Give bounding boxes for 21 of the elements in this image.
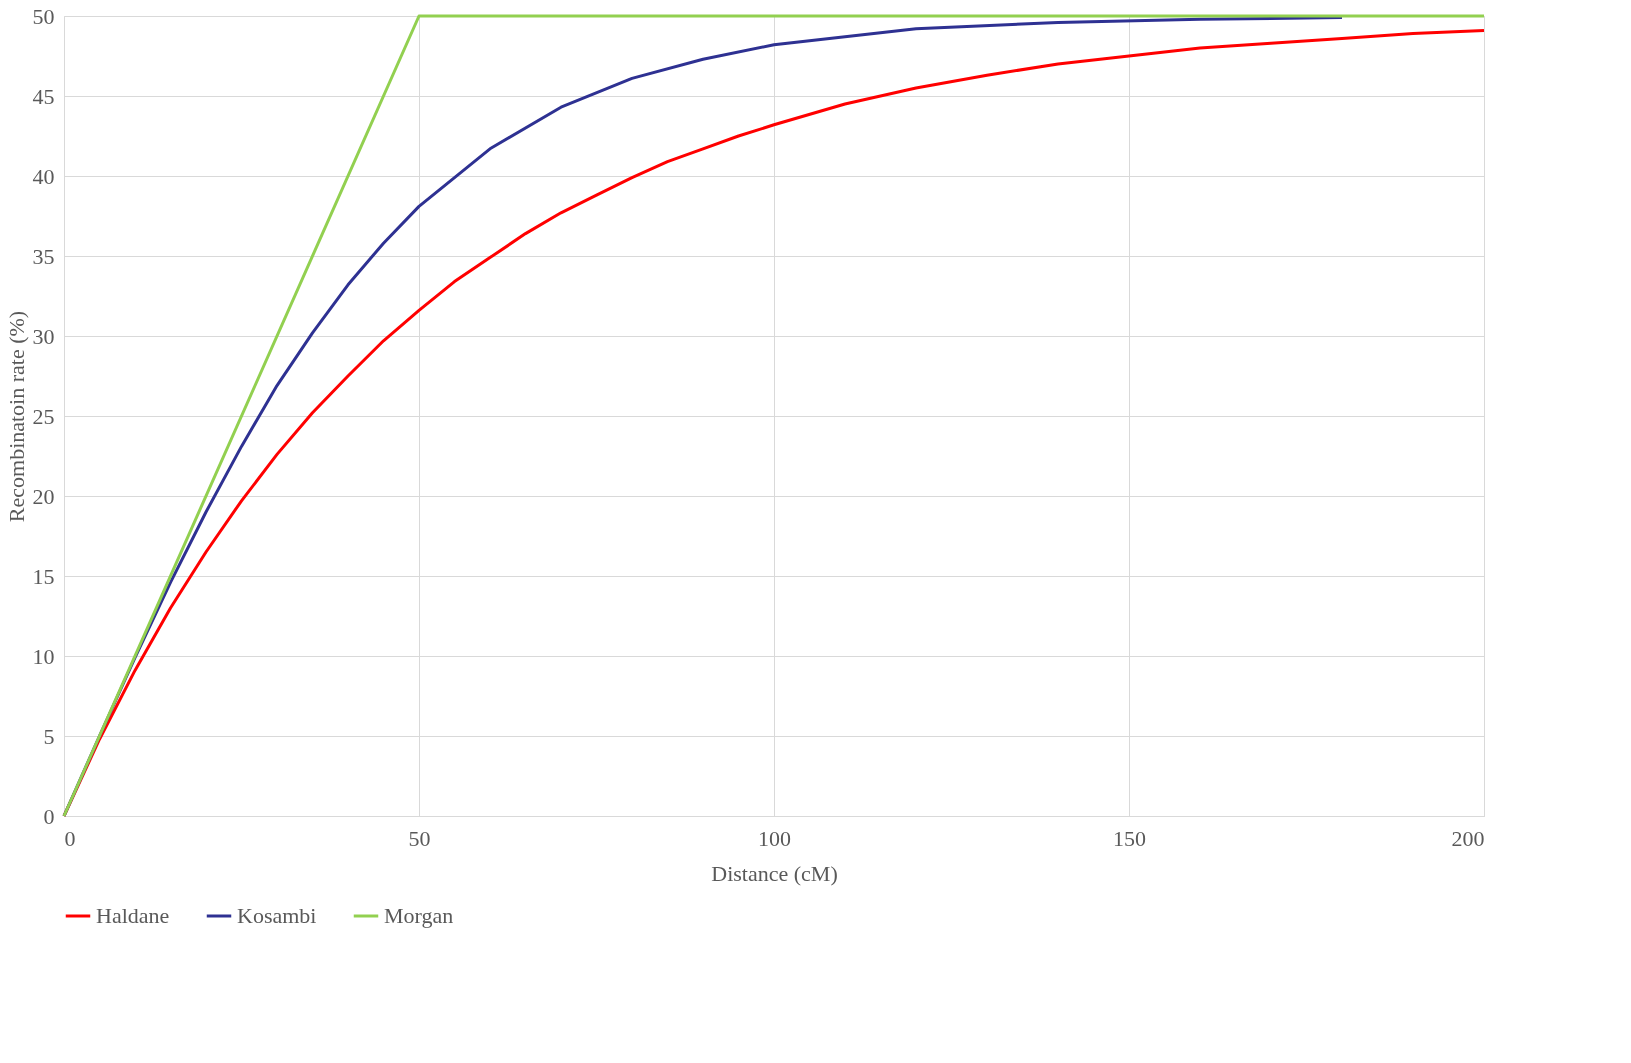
y-tick-label: 50	[32, 3, 55, 29]
y-tick-label: 40	[32, 163, 55, 189]
legend-label: Haldane	[96, 903, 170, 928]
x-tick-label: 50	[408, 825, 431, 851]
y-tick-label: 45	[32, 83, 55, 109]
legend-label: Kosambi	[237, 903, 317, 928]
y-tick-label: 25	[32, 403, 55, 429]
legend-label: Morgan	[384, 903, 454, 928]
x-tick-label: 150	[1113, 825, 1146, 851]
x-tick-label: 200	[1451, 825, 1485, 851]
y-tick-label: 5	[43, 723, 55, 749]
x-axis-title: Distance (cM)	[711, 860, 838, 886]
x-tick-label: 100	[758, 825, 791, 851]
y-tick-label: 0	[43, 803, 55, 829]
y-tick-label: 35	[32, 243, 55, 269]
x-tick-label: 0	[64, 825, 76, 851]
y-tick-label: 20	[32, 483, 55, 509]
y-tick-label: 30	[32, 323, 55, 349]
y-axis-title: Recombinatoin rate (%)	[3, 310, 29, 523]
y-tick-label: 10	[32, 643, 55, 669]
y-tick-label: 15	[32, 563, 55, 589]
